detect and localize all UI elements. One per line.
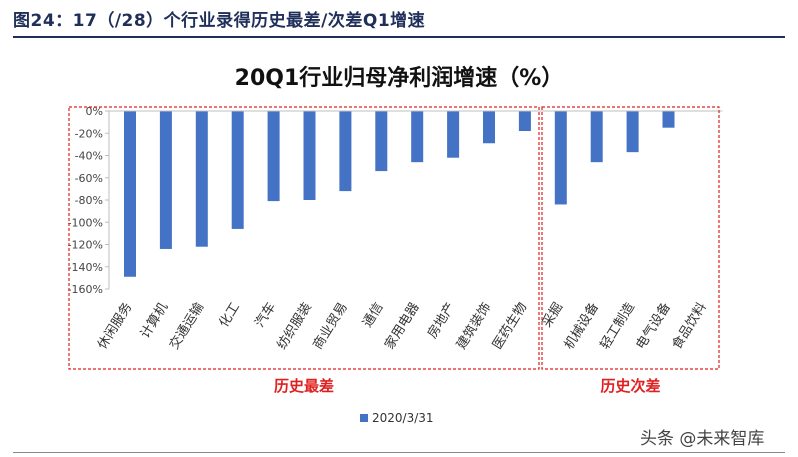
x-category-label: 计算机 bbox=[138, 300, 171, 341]
x-category-label: 食品饮料 bbox=[669, 300, 710, 353]
x-category-label: 汽车 bbox=[252, 300, 279, 331]
y-tick-label: -40% bbox=[75, 150, 103, 163]
group-label: 历史次差 bbox=[600, 377, 660, 395]
bar bbox=[554, 111, 567, 205]
bar bbox=[411, 111, 424, 163]
group-box bbox=[541, 106, 720, 370]
chart-title: 20Q1行业归母净利润增速（%） bbox=[234, 66, 564, 91]
x-category-label: 交通运输 bbox=[166, 300, 207, 353]
y-tick-label: 0% bbox=[86, 105, 103, 118]
x-category-label: 纺织服装 bbox=[275, 300, 315, 352]
x-category-label: 机械设备 bbox=[561, 300, 602, 353]
group-label: 历史最差 bbox=[274, 377, 334, 395]
x-category-label: 轻工制造 bbox=[598, 300, 638, 352]
bar bbox=[626, 111, 639, 153]
y-tick-label: -100% bbox=[68, 216, 103, 229]
x-category-label: 电气设备 bbox=[633, 300, 674, 353]
bottom-divider bbox=[13, 452, 785, 453]
watermark: 头条 @未来智库 bbox=[640, 429, 765, 449]
figure-title: 图24：17（/28）个行业录得历史最差/次差Q1增速 bbox=[13, 11, 426, 31]
title-divider bbox=[13, 36, 785, 38]
group-box bbox=[68, 106, 540, 370]
bar bbox=[339, 111, 352, 192]
bar bbox=[124, 111, 136, 277]
legend-label: 2020/3/31 bbox=[372, 411, 434, 425]
x-category-label: 化工 bbox=[217, 300, 244, 330]
bar bbox=[590, 111, 603, 163]
x-category-label: 休闲服务 bbox=[94, 300, 135, 353]
x-category-label: 房地产 bbox=[424, 300, 458, 342]
legend-swatch bbox=[360, 414, 368, 422]
x-category-label: 商业贸易 bbox=[311, 300, 351, 352]
bar bbox=[375, 111, 388, 172]
y-tick-label: -60% bbox=[75, 172, 103, 185]
y-tick-label: -80% bbox=[75, 194, 103, 207]
x-category-label: 家用电器 bbox=[381, 300, 422, 353]
x-category-label: 建筑装饰 bbox=[453, 300, 494, 353]
bar bbox=[518, 111, 531, 132]
y-tick-label: -140% bbox=[68, 261, 103, 274]
y-tick-label: -20% bbox=[75, 127, 103, 140]
bar bbox=[662, 111, 675, 128]
bar bbox=[483, 111, 495, 144]
x-category-label: 医药生物 bbox=[490, 300, 530, 352]
y-tick-label: -160% bbox=[68, 283, 103, 296]
bar bbox=[447, 111, 460, 158]
x-category-label: 采掘 bbox=[540, 300, 567, 330]
bar bbox=[195, 111, 208, 247]
x-category-label: 通信 bbox=[360, 300, 387, 330]
bar bbox=[159, 111, 172, 249]
bar bbox=[303, 111, 316, 200]
bar bbox=[267, 111, 280, 202]
y-tick-label: -120% bbox=[68, 239, 103, 252]
bar bbox=[231, 111, 244, 229]
